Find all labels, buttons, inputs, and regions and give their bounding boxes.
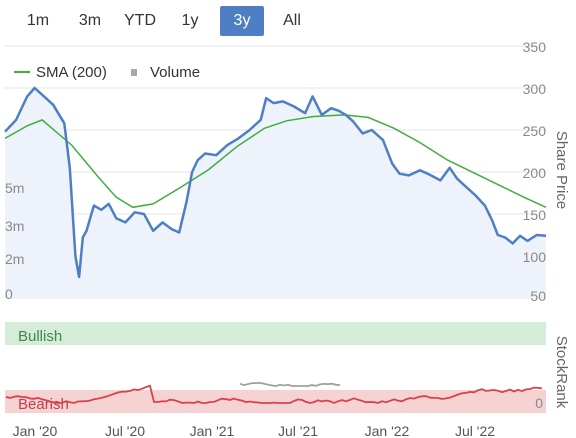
price-area xyxy=(5,88,546,298)
range-tab-all[interactable]: All xyxy=(283,12,301,29)
range-tab-3m[interactable]: 3m xyxy=(78,12,102,29)
x-axis: Jan '20 Jul '20 Jan '21 Jul '21 Jan '22 … xyxy=(13,423,496,438)
bullish-label: Bullish xyxy=(18,328,62,345)
right-tick-150: 150 xyxy=(523,207,547,223)
x-tick-jan-22: Jan '22 xyxy=(365,423,410,438)
range-tab-1m[interactable]: 1m xyxy=(26,12,50,29)
range-tab-ytd[interactable]: YTD xyxy=(124,12,156,29)
right-tick-50: 50 xyxy=(530,288,546,304)
sma-200-line xyxy=(4,114,547,209)
volume-legend-label: Volume xyxy=(150,64,200,81)
range-selector: 1m 3m YTD 1y 3y All xyxy=(0,6,330,36)
left-tick-5m: 5m xyxy=(5,180,24,196)
left-tick-3m: 3m xyxy=(5,218,24,234)
bearish-band xyxy=(5,390,546,413)
stockrank-axis-label: StockRank xyxy=(553,336,570,409)
left-axis: 5m 3m 2m 0 xyxy=(5,180,24,302)
chart-legend: SMA (200) Volume xyxy=(14,64,200,81)
right-axis-label: Share Price xyxy=(553,131,570,209)
right-tick-100: 100 xyxy=(523,249,547,265)
x-tick-jan-20: Jan '20 xyxy=(13,423,58,438)
range-tab-1y[interactable]: 1y xyxy=(181,12,199,29)
stockrank-tick-0: 0 xyxy=(535,395,543,411)
x-tick-jan-21: Jan '21 xyxy=(190,423,235,438)
stockrank-line xyxy=(5,384,543,404)
x-tick-jul-20: Jul '20 xyxy=(105,423,145,438)
right-tick-200: 200 xyxy=(523,165,547,181)
share-price-line xyxy=(4,86,547,279)
left-tick-2m: 2m xyxy=(5,251,24,267)
sma-legend-label: SMA (200) xyxy=(36,64,107,81)
x-tick-jul-22: Jul '22 xyxy=(455,423,495,438)
x-tick-jul-21: Jul '21 xyxy=(278,423,318,438)
bearish-label: Bearish xyxy=(18,396,69,413)
range-tab-3y[interactable]: 3y xyxy=(220,6,264,36)
stockrank-panel: Bullish Bearish 0 xyxy=(5,322,546,413)
left-tick-0: 0 xyxy=(5,286,13,302)
volume-legend-swatch xyxy=(131,69,137,76)
right-tick-250: 250 xyxy=(523,123,547,139)
right-tick-300: 300 xyxy=(523,81,547,97)
stockrank-line-prior xyxy=(239,381,341,387)
right-axis: 350 300 250 200 150 100 50 xyxy=(523,39,547,304)
right-tick-350: 350 xyxy=(523,39,547,55)
bullish-band xyxy=(5,322,546,345)
